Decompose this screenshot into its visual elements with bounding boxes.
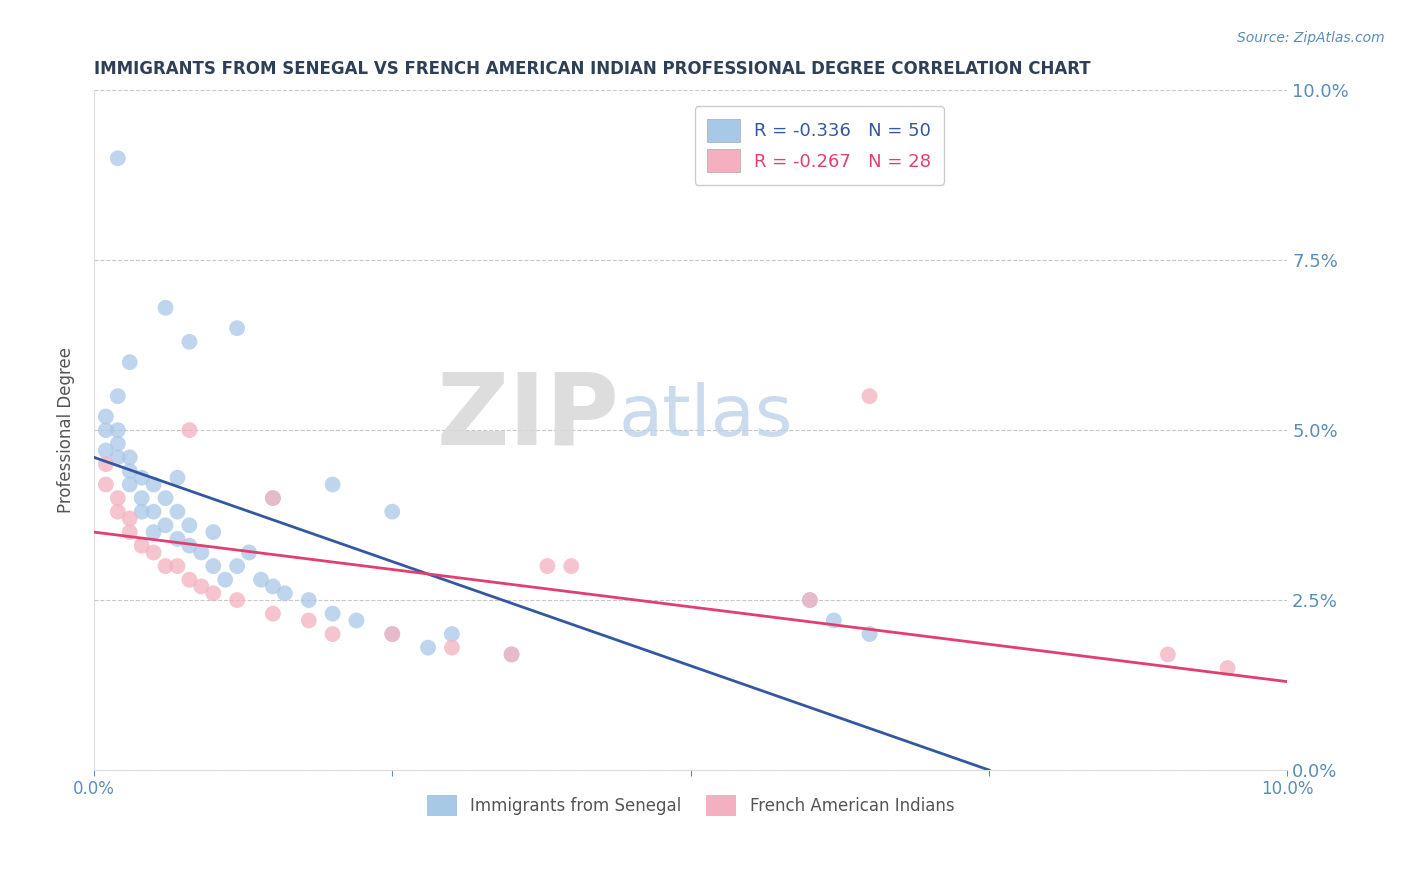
Point (179, 573, 201, 587)
Point (346, 614, 368, 628)
Text: IMMIGRANTS FROM SENEGAL VS FRENCH AMERICAN INDIAN PROFESSIONAL DEGREE CORRELATIO: IMMIGRANTS FROM SENEGAL VS FRENCH AMERIC… (94, 60, 1091, 78)
Point (322, 627, 344, 641)
Point (118, 511, 141, 525)
Point (118, 525, 141, 540)
Point (381, 505, 404, 519)
Point (1216, 661, 1239, 675)
Point (107, 423, 129, 437)
Point (858, 627, 880, 641)
Point (155, 491, 177, 505)
Point (166, 505, 188, 519)
Point (107, 491, 129, 505)
Point (166, 471, 188, 485)
Point (179, 334, 201, 349)
Point (118, 355, 141, 369)
Point (274, 586, 297, 600)
Point (298, 614, 321, 628)
Point (107, 505, 129, 519)
Point (94, 409, 117, 424)
Point (262, 607, 284, 621)
Point (142, 545, 165, 559)
Point (501, 648, 523, 662)
Point (501, 648, 523, 662)
Point (131, 491, 153, 505)
Point (202, 525, 225, 540)
Point (536, 559, 558, 574)
Point (322, 607, 344, 621)
Point (131, 539, 153, 553)
Text: ZIP: ZIP (436, 368, 619, 465)
Text: atlas: atlas (619, 382, 793, 451)
Point (118, 450, 141, 465)
Point (381, 627, 404, 641)
Y-axis label: Professional Degree: Professional Degree (58, 347, 75, 513)
Point (190, 545, 212, 559)
Point (94, 443, 117, 458)
Point (262, 579, 284, 593)
Point (142, 477, 165, 491)
Point (226, 593, 249, 607)
Point (226, 321, 249, 335)
Point (416, 640, 439, 655)
Point (440, 627, 463, 641)
Point (202, 586, 225, 600)
Point (155, 518, 177, 533)
Point (179, 518, 201, 533)
Point (823, 614, 845, 628)
Point (858, 389, 880, 403)
Point (214, 573, 236, 587)
Point (202, 559, 225, 574)
Point (118, 477, 141, 491)
Legend: Immigrants from Senegal, French American Indians: Immigrants from Senegal, French American… (420, 789, 962, 822)
Point (155, 301, 177, 315)
Point (799, 593, 821, 607)
Point (381, 627, 404, 641)
Point (166, 559, 188, 574)
Point (238, 545, 260, 559)
Point (262, 491, 284, 505)
Point (94, 457, 117, 471)
Point (131, 471, 153, 485)
Point (179, 423, 201, 437)
Point (118, 464, 141, 478)
Point (107, 389, 129, 403)
Point (1157, 648, 1180, 662)
Point (250, 573, 273, 587)
Point (131, 505, 153, 519)
Point (226, 559, 249, 574)
Point (94, 423, 117, 437)
Point (298, 593, 321, 607)
Point (262, 491, 284, 505)
Point (155, 559, 177, 574)
Point (322, 477, 344, 491)
Point (94, 477, 117, 491)
Point (190, 579, 212, 593)
Text: Source: ZipAtlas.com: Source: ZipAtlas.com (1237, 31, 1385, 45)
Point (107, 450, 129, 465)
Point (440, 640, 463, 655)
Point (560, 559, 582, 574)
Point (107, 151, 129, 165)
Point (142, 525, 165, 540)
Point (799, 593, 821, 607)
Point (142, 505, 165, 519)
Point (107, 436, 129, 450)
Point (179, 539, 201, 553)
Point (166, 532, 188, 546)
